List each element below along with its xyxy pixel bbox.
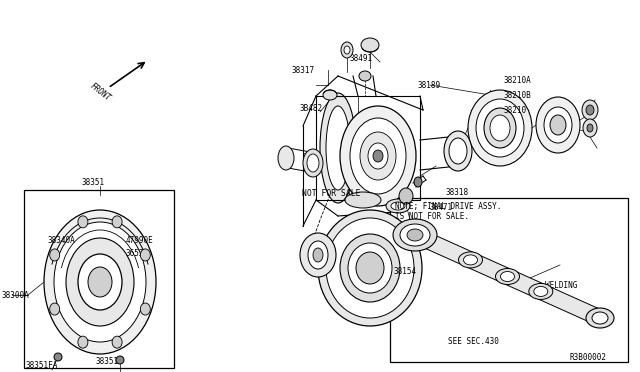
Ellipse shape bbox=[345, 192, 381, 208]
Ellipse shape bbox=[444, 131, 472, 171]
Text: 38471: 38471 bbox=[430, 202, 453, 212]
Ellipse shape bbox=[544, 107, 572, 143]
Ellipse shape bbox=[116, 356, 124, 364]
Ellipse shape bbox=[592, 312, 608, 324]
Ellipse shape bbox=[468, 90, 532, 166]
Ellipse shape bbox=[586, 308, 614, 328]
Ellipse shape bbox=[112, 336, 122, 348]
Ellipse shape bbox=[350, 118, 406, 194]
Ellipse shape bbox=[449, 138, 467, 164]
Ellipse shape bbox=[356, 252, 384, 284]
Text: 38210: 38210 bbox=[503, 106, 526, 115]
Ellipse shape bbox=[463, 255, 477, 265]
Ellipse shape bbox=[359, 71, 371, 81]
Ellipse shape bbox=[78, 254, 122, 310]
Text: SEE SEC.430: SEE SEC.430 bbox=[448, 337, 499, 346]
Ellipse shape bbox=[586, 105, 594, 115]
Ellipse shape bbox=[490, 115, 510, 141]
Ellipse shape bbox=[326, 218, 414, 318]
Ellipse shape bbox=[112, 216, 122, 228]
Ellipse shape bbox=[340, 234, 400, 302]
Ellipse shape bbox=[582, 100, 598, 120]
Ellipse shape bbox=[78, 336, 88, 348]
Text: NOT FOR SALE: NOT FOR SALE bbox=[302, 189, 360, 198]
Ellipse shape bbox=[320, 93, 356, 203]
Text: 36522: 36522 bbox=[126, 248, 149, 257]
Ellipse shape bbox=[500, 272, 515, 282]
Ellipse shape bbox=[88, 267, 112, 297]
Ellipse shape bbox=[399, 188, 413, 204]
Text: 47990E: 47990E bbox=[126, 235, 154, 244]
Bar bbox=[24, 190, 174, 368]
Ellipse shape bbox=[495, 269, 520, 285]
Ellipse shape bbox=[303, 149, 323, 177]
Ellipse shape bbox=[340, 106, 416, 206]
Ellipse shape bbox=[313, 248, 323, 262]
Ellipse shape bbox=[140, 303, 150, 315]
Ellipse shape bbox=[300, 233, 336, 277]
Ellipse shape bbox=[308, 241, 328, 269]
Ellipse shape bbox=[54, 353, 62, 361]
Ellipse shape bbox=[344, 46, 350, 54]
Text: WELDING: WELDING bbox=[545, 280, 577, 289]
Ellipse shape bbox=[318, 210, 422, 326]
Text: 38351F: 38351F bbox=[95, 357, 123, 366]
Ellipse shape bbox=[140, 249, 150, 261]
Ellipse shape bbox=[583, 119, 597, 137]
Ellipse shape bbox=[386, 199, 410, 213]
Ellipse shape bbox=[400, 224, 430, 246]
Ellipse shape bbox=[407, 229, 423, 241]
Ellipse shape bbox=[326, 106, 350, 190]
Ellipse shape bbox=[550, 115, 566, 135]
Ellipse shape bbox=[529, 283, 553, 299]
Ellipse shape bbox=[534, 286, 548, 296]
Text: 38340A: 38340A bbox=[48, 235, 76, 244]
Ellipse shape bbox=[360, 132, 396, 180]
Text: 3B482: 3B482 bbox=[300, 103, 323, 112]
Text: NOTE; FINAL DRIVE ASSY.
IS NOT FOR SALE.: NOTE; FINAL DRIVE ASSY. IS NOT FOR SALE. bbox=[395, 202, 501, 221]
Text: 38351: 38351 bbox=[82, 177, 105, 186]
Text: 38317: 38317 bbox=[292, 65, 315, 74]
Ellipse shape bbox=[414, 177, 422, 187]
Ellipse shape bbox=[587, 124, 593, 132]
Text: 38491: 38491 bbox=[350, 54, 373, 62]
Ellipse shape bbox=[536, 97, 580, 153]
Ellipse shape bbox=[484, 108, 516, 148]
Text: 38318: 38318 bbox=[445, 187, 468, 196]
Ellipse shape bbox=[307, 154, 319, 172]
Ellipse shape bbox=[391, 202, 405, 210]
Ellipse shape bbox=[50, 249, 60, 261]
Text: 38154: 38154 bbox=[393, 267, 416, 276]
Ellipse shape bbox=[341, 42, 353, 58]
Bar bbox=[390, 198, 628, 362]
Text: 38210A: 38210A bbox=[503, 76, 531, 84]
Ellipse shape bbox=[393, 219, 437, 251]
Ellipse shape bbox=[368, 143, 388, 169]
Ellipse shape bbox=[361, 38, 379, 52]
Polygon shape bbox=[412, 228, 604, 325]
Ellipse shape bbox=[278, 146, 294, 170]
Ellipse shape bbox=[373, 150, 383, 162]
Text: R3B00002: R3B00002 bbox=[570, 353, 607, 362]
Text: 38189: 38189 bbox=[418, 80, 441, 90]
Text: FRONT: FRONT bbox=[88, 81, 112, 103]
Ellipse shape bbox=[44, 210, 156, 354]
Ellipse shape bbox=[476, 99, 524, 157]
Ellipse shape bbox=[323, 90, 337, 100]
Ellipse shape bbox=[458, 252, 483, 268]
Text: 38300A: 38300A bbox=[2, 291, 29, 299]
Ellipse shape bbox=[66, 238, 134, 326]
Ellipse shape bbox=[50, 303, 60, 315]
Text: 38351FA: 38351FA bbox=[25, 360, 58, 369]
Text: 38210B: 38210B bbox=[503, 90, 531, 99]
Ellipse shape bbox=[348, 243, 392, 293]
Ellipse shape bbox=[54, 222, 146, 342]
Ellipse shape bbox=[78, 216, 88, 228]
